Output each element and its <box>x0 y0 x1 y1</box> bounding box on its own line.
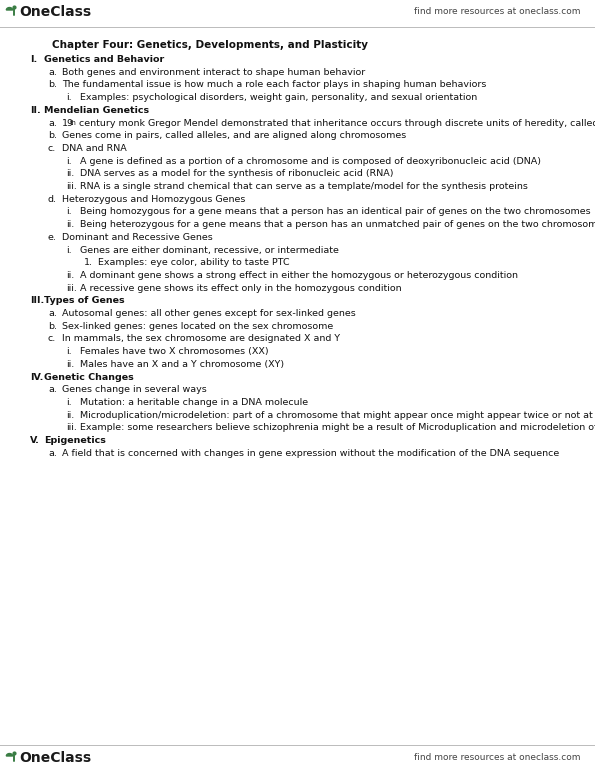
Text: A dominant gene shows a strong effect in either the homozygous or heterozygous c: A dominant gene shows a strong effect in… <box>80 271 518 280</box>
Text: find more resources at oneclass.com: find more resources at oneclass.com <box>414 8 580 16</box>
Text: i.: i. <box>66 207 71 216</box>
Text: Being homozygous for a gene means that a person has an identical pair of genes o: Being homozygous for a gene means that a… <box>80 207 591 216</box>
Text: iii.: iii. <box>66 283 77 293</box>
Text: V.: V. <box>30 436 40 445</box>
Text: Mendelian Genetics: Mendelian Genetics <box>44 105 149 115</box>
Text: a.: a. <box>48 68 57 77</box>
Text: Females have two X chromosomes (XX): Females have two X chromosomes (XX) <box>80 347 268 356</box>
Text: b.: b. <box>48 322 57 330</box>
Text: i.: i. <box>66 93 71 102</box>
Text: A field that is concerned with changes in gene expression without the modificati: A field that is concerned with changes i… <box>62 449 559 457</box>
Text: Examples: psychological disorders, weight gain, personality, and sexual orientat: Examples: psychological disorders, weigh… <box>80 93 477 102</box>
Text: iii.: iii. <box>66 182 77 191</box>
Text: I.: I. <box>30 55 37 64</box>
Text: IV.: IV. <box>30 373 43 381</box>
Text: Both genes and environment interact to shape human behavior: Both genes and environment interact to s… <box>62 68 365 77</box>
Text: Genetic Changes: Genetic Changes <box>44 373 134 381</box>
Text: i.: i. <box>66 347 71 356</box>
Text: e.: e. <box>48 233 57 242</box>
Text: OneClass: OneClass <box>19 5 91 19</box>
Text: Males have an X and a Y chromosome (XY): Males have an X and a Y chromosome (XY) <box>80 360 284 369</box>
Text: Examples: eye color, ability to taste PTC: Examples: eye color, ability to taste PT… <box>98 258 290 267</box>
Text: Mutation: a heritable change in a DNA molecule: Mutation: a heritable change in a DNA mo… <box>80 398 308 407</box>
Text: i.: i. <box>66 246 71 255</box>
Text: ii.: ii. <box>66 169 74 179</box>
Text: Genes change in several ways: Genes change in several ways <box>62 385 206 394</box>
Text: Autosomal genes: all other genes except for sex-linked genes: Autosomal genes: all other genes except … <box>62 309 356 318</box>
Text: c.: c. <box>48 144 57 153</box>
Text: Heterozygous and Homozygous Genes: Heterozygous and Homozygous Genes <box>62 195 245 204</box>
Text: Genes are either dominant, recessive, or intermediate: Genes are either dominant, recessive, or… <box>80 246 339 255</box>
Text: Genes come in pairs, called alleles, and are aligned along chromosomes: Genes come in pairs, called alleles, and… <box>62 131 406 140</box>
Text: c.: c. <box>48 334 57 343</box>
Text: Epigenetics: Epigenetics <box>44 436 106 445</box>
Text: a.: a. <box>48 385 57 394</box>
Text: th: th <box>70 120 76 126</box>
Text: b.: b. <box>48 80 57 89</box>
Text: The fundamental issue is how much a role each factor plays in shaping human beha: The fundamental issue is how much a role… <box>62 80 486 89</box>
Text: ii.: ii. <box>66 410 74 420</box>
Text: III.: III. <box>30 296 44 305</box>
Text: A gene is defined as a portion of a chromosome and is composed of deoxyribonucle: A gene is defined as a portion of a chro… <box>80 156 541 166</box>
Polygon shape <box>7 754 12 756</box>
Text: DNA and RNA: DNA and RNA <box>62 144 127 153</box>
Text: RNA is a single strand chemical that can serve as a template/model for the synth: RNA is a single strand chemical that can… <box>80 182 528 191</box>
Text: Sex-linked genes: genes located on the sex chromosome: Sex-linked genes: genes located on the s… <box>62 322 333 330</box>
Text: ii.: ii. <box>66 271 74 280</box>
Text: II.: II. <box>30 105 40 115</box>
Text: i.: i. <box>66 156 71 166</box>
Text: DNA serves as a model for the synthesis of ribonucleic acid (RNA): DNA serves as a model for the synthesis … <box>80 169 393 179</box>
Text: OneClass: OneClass <box>19 751 91 765</box>
Text: iii.: iii. <box>66 424 77 432</box>
Text: a.: a. <box>48 309 57 318</box>
Text: Being heterozygous for a gene means that a person has an unmatched pair of genes: Being heterozygous for a gene means that… <box>80 220 595 229</box>
Text: century monk Gregor Mendel demonstrated that inheritance occurs through discrete: century monk Gregor Mendel demonstrated … <box>76 119 595 128</box>
Text: In mammals, the sex chromosome are designated X and Y: In mammals, the sex chromosome are desig… <box>62 334 340 343</box>
Text: 19: 19 <box>62 119 74 128</box>
Text: find more resources at oneclass.com: find more resources at oneclass.com <box>414 754 580 762</box>
Text: Microduplication/microdeletion: part of a chromosome that might appear once migh: Microduplication/microdeletion: part of … <box>80 410 595 420</box>
Text: 1.: 1. <box>84 258 93 267</box>
Text: Chapter Four: Genetics, Developments, and Plasticity: Chapter Four: Genetics, Developments, an… <box>52 40 368 50</box>
Text: Genetics and Behavior: Genetics and Behavior <box>44 55 164 64</box>
Text: ii.: ii. <box>66 360 74 369</box>
Text: A recessive gene shows its effect only in the homozygous condition: A recessive gene shows its effect only i… <box>80 283 402 293</box>
Text: Dominant and Recessive Genes: Dominant and Recessive Genes <box>62 233 213 242</box>
Text: Example: some researchers believe schizophrenia might be a result of Microduplic: Example: some researchers believe schizo… <box>80 424 595 432</box>
Text: ii.: ii. <box>66 220 74 229</box>
Text: Types of Genes: Types of Genes <box>44 296 124 305</box>
Text: b.: b. <box>48 131 57 140</box>
Text: d.: d. <box>48 195 57 204</box>
Polygon shape <box>7 8 12 10</box>
Text: a.: a. <box>48 449 57 457</box>
Text: a.: a. <box>48 119 57 128</box>
Text: i.: i. <box>66 398 71 407</box>
